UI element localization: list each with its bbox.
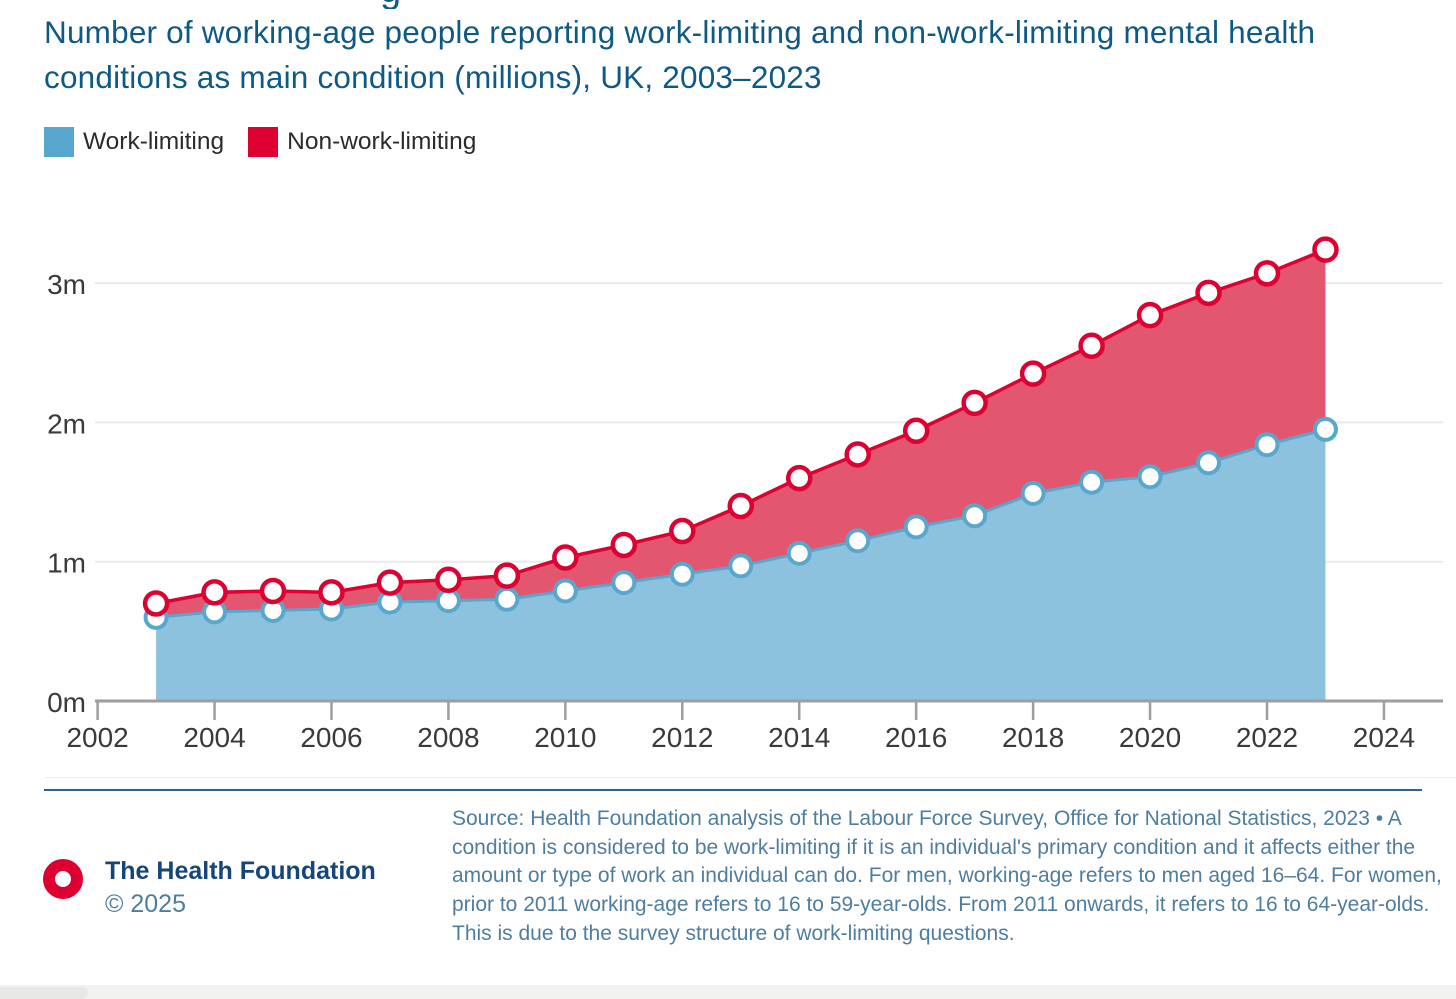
footer-divider [44, 789, 1422, 791]
data-point-total-2023[interactable] [1312, 236, 1339, 263]
chart-title: Number of working-age people reporting w… [44, 14, 1316, 95]
data-point-work-limiting-2015[interactable] [845, 528, 871, 554]
data-point-total-2014[interactable] [785, 464, 813, 492]
y-tick-label-0m: 0m [47, 687, 86, 718]
data-point-total-2018[interactable] [1019, 360, 1047, 387]
cropped-heading-fragment: g [380, 0, 420, 9]
y-tick-label-2m: 2m [47, 408, 86, 439]
data-point-total-2003[interactable] [142, 590, 170, 617]
bottom-strip [0, 985, 1456, 999]
bottom-strip-blob [0, 987, 88, 999]
x-tick-label-2024: 2024 [1353, 722, 1415, 753]
y-tick-label-3m: 3m [47, 269, 86, 300]
data-point-total-2004[interactable] [201, 579, 228, 606]
data-point-total-2009[interactable] [493, 562, 521, 589]
data-point-total-2010[interactable] [552, 544, 579, 571]
legend-swatch-work-limiting [44, 127, 74, 157]
data-point-work-limiting-2023[interactable] [1312, 416, 1338, 442]
x-tick-label-2014: 2014 [768, 722, 830, 753]
data-point-total-2013[interactable] [727, 492, 755, 520]
data-point-work-limiting-2020[interactable] [1137, 464, 1163, 490]
data-point-work-limiting-2019[interactable] [1079, 469, 1105, 495]
brand-text: The Health Foundation © 2025 [105, 855, 376, 920]
data-point-total-2017[interactable] [961, 389, 988, 417]
copyright-text: © 2025 [105, 890, 186, 918]
legend-label-work-limiting: Work-limiting [83, 128, 225, 155]
y-tick-label-1m: 1m [47, 548, 86, 579]
data-point-total-2020[interactable] [1136, 301, 1164, 329]
data-point-work-limiting-2021[interactable] [1196, 450, 1222, 476]
legend: Work-limiting Non-work-limiting [44, 127, 500, 157]
data-point-total-2021[interactable] [1195, 279, 1222, 307]
data-point-total-2022[interactable] [1253, 260, 1281, 287]
x-tick-label-2010: 2010 [534, 722, 596, 753]
legend-item-non-work-limiting: Non-work-limiting [248, 127, 476, 157]
cropped-glyph: g [380, 0, 401, 9]
data-point-work-limiting-2012[interactable] [669, 561, 695, 587]
stacked-area-chart: 2002 2004 2006 2008 2010 2012 2014 2016 2018 2020… [47, 236, 1443, 753]
data-point-total-2016[interactable] [902, 417, 930, 445]
data-point-total-2019[interactable] [1078, 332, 1105, 360]
data-point-work-limiting-2017[interactable] [962, 503, 988, 529]
legend-item-work-limiting: Work-limiting [44, 127, 224, 157]
data-point-work-limiting-2018[interactable] [1020, 480, 1046, 506]
x-tick-label-2008: 2008 [417, 722, 479, 753]
data-point-work-limiting-2014[interactable] [786, 540, 812, 566]
data-point-total-2007[interactable] [376, 569, 404, 596]
x-tick-label-2006: 2006 [300, 722, 362, 753]
data-point-total-2005[interactable] [259, 577, 287, 605]
data-point-total-2015[interactable] [844, 441, 871, 468]
x-tick-label-2004: 2004 [183, 722, 245, 753]
data-point-work-limiting-2009[interactable] [494, 586, 520, 612]
x-tick-label-2012: 2012 [651, 722, 713, 753]
data-point-work-limiting-2008[interactable] [435, 588, 461, 614]
data-point-work-limiting-2011[interactable] [611, 570, 637, 596]
health-foundation-brand: The Health Foundation © 2025 [43, 855, 376, 920]
x-tick-label-2020: 2020 [1119, 722, 1181, 753]
x-tick-label-2022: 2022 [1236, 722, 1298, 753]
x-tick-label-2016: 2016 [885, 722, 947, 753]
area-non-work-limiting [156, 249, 1326, 618]
data-point-total-2012[interactable] [669, 517, 696, 545]
x-tick-label-2002: 2002 [66, 722, 128, 753]
chart-plot-area: 2002 2004 2006 2008 2010 2012 2014 2016 2018 2020… [0, 222, 1456, 767]
chart-bottom-hairline [45, 777, 1456, 778]
data-point-total-2006[interactable] [318, 579, 345, 606]
data-point-work-limiting-2022[interactable] [1254, 432, 1280, 458]
data-point-total-2011[interactable] [610, 531, 638, 559]
data-point-work-limiting-2010[interactable] [552, 578, 578, 604]
data-point-total-2008[interactable] [435, 566, 462, 594]
legend-label-non-work-limiting: Non-work-limiting [287, 128, 477, 155]
legend-swatch-non-work-limiting [248, 127, 279, 157]
data-point-work-limiting-2013[interactable] [728, 553, 754, 579]
source-note: Source: Health Foundation analysis of th… [452, 807, 1442, 945]
health-foundation-logo-icon [43, 859, 83, 899]
data-point-work-limiting-2016[interactable] [903, 514, 929, 540]
x-tick-label-2018: 2018 [1002, 722, 1064, 753]
brand-name: The Health Foundation [105, 857, 376, 885]
